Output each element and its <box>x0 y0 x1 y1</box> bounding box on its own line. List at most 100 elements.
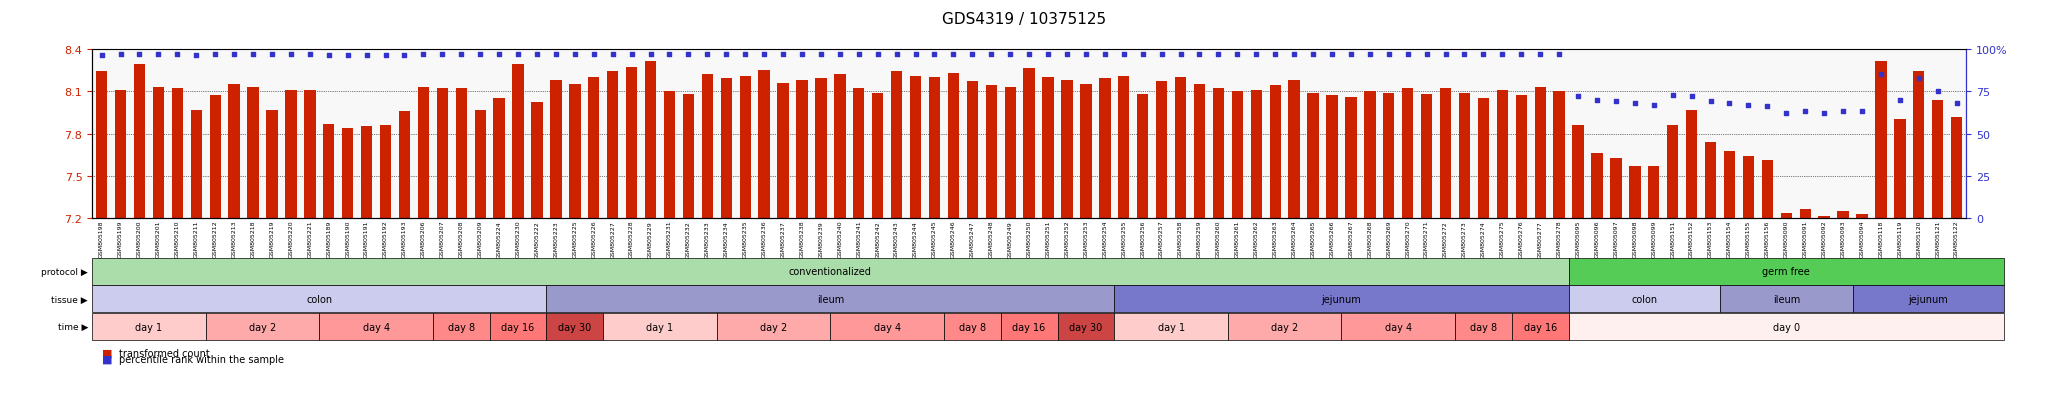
Point <box>729 51 762 58</box>
Bar <box>1212 89 1225 219</box>
Point <box>1939 100 1972 107</box>
Point <box>1354 51 1386 58</box>
Bar <box>1364 92 1376 219</box>
Point <box>199 51 231 58</box>
Bar <box>1743 157 1753 219</box>
Point <box>389 53 422 59</box>
Point <box>805 51 838 58</box>
Point <box>1069 51 1102 58</box>
Bar <box>399 112 410 219</box>
Bar <box>891 72 903 219</box>
Point <box>1315 51 1348 58</box>
Bar <box>645 62 655 219</box>
Point <box>1712 100 1745 107</box>
Point <box>1542 51 1575 58</box>
Bar <box>342 128 354 219</box>
Point <box>1411 51 1444 58</box>
Text: day 16: day 16 <box>1524 322 1556 332</box>
Point <box>1051 51 1083 58</box>
Bar <box>664 92 676 219</box>
Bar <box>1628 167 1640 219</box>
Bar <box>1837 212 1849 219</box>
Bar <box>569 85 580 219</box>
Bar <box>758 71 770 219</box>
Point <box>1202 51 1235 58</box>
Bar <box>1800 209 1810 219</box>
Bar <box>1137 95 1149 219</box>
Point <box>1788 109 1821 116</box>
Point <box>1487 51 1520 58</box>
Bar <box>1780 213 1792 219</box>
Text: day 2: day 2 <box>760 322 786 332</box>
Point <box>614 51 647 58</box>
Point <box>938 51 971 58</box>
Bar <box>229 85 240 219</box>
Text: day 0: day 0 <box>1774 322 1800 332</box>
Point <box>238 51 270 58</box>
Point <box>1563 94 1595 100</box>
Point <box>86 53 119 59</box>
Bar <box>1176 78 1186 219</box>
Text: day 30: day 30 <box>1069 322 1102 332</box>
Bar <box>854 89 864 219</box>
Bar <box>627 68 637 219</box>
Point <box>1278 51 1311 58</box>
Bar <box>1724 151 1735 219</box>
Point <box>635 51 668 58</box>
Point <box>104 51 137 58</box>
Point <box>1391 51 1423 58</box>
Point <box>369 53 401 59</box>
Point <box>123 51 156 58</box>
Point <box>956 51 989 58</box>
Text: germ free: germ free <box>1763 266 1810 277</box>
Point <box>350 53 383 59</box>
Point <box>899 51 932 58</box>
Bar <box>1079 85 1092 219</box>
Bar <box>1761 161 1774 219</box>
Bar <box>1024 69 1034 219</box>
Point <box>332 53 365 59</box>
Point <box>559 51 592 58</box>
Bar <box>360 127 373 219</box>
Bar <box>606 72 618 219</box>
Bar <box>494 99 504 219</box>
Text: GDS4319 / 10375125: GDS4319 / 10375125 <box>942 12 1106 27</box>
Point <box>1808 111 1841 117</box>
Text: ■: ■ <box>102 354 113 364</box>
Bar <box>1118 76 1128 219</box>
Bar <box>834 75 846 219</box>
Point <box>313 53 346 59</box>
Point <box>444 51 477 58</box>
Bar <box>1591 154 1604 219</box>
Bar <box>1231 92 1243 219</box>
Point <box>1599 99 1632 105</box>
Point <box>1260 51 1292 58</box>
Bar <box>1686 110 1698 219</box>
Point <box>1581 97 1614 104</box>
Bar <box>909 76 922 219</box>
Bar <box>739 76 752 219</box>
Point <box>483 51 516 58</box>
Point <box>1618 100 1651 107</box>
Text: day 1: day 1 <box>647 322 674 332</box>
Text: jejunum: jejunum <box>1321 294 1362 304</box>
Bar <box>324 124 334 219</box>
Point <box>1864 72 1896 78</box>
Bar <box>1913 72 1925 219</box>
Point <box>766 51 799 58</box>
Bar <box>1270 86 1280 219</box>
Point <box>918 51 950 58</box>
Bar <box>797 81 807 219</box>
Bar <box>967 82 979 219</box>
Point <box>1675 94 1708 100</box>
Bar <box>1649 167 1659 219</box>
Text: day 4: day 4 <box>362 322 389 332</box>
Bar <box>154 88 164 219</box>
Bar <box>1042 78 1055 219</box>
Text: day 1: day 1 <box>135 322 162 332</box>
Point <box>1239 51 1272 58</box>
Point <box>1430 51 1462 58</box>
Bar <box>1327 96 1337 219</box>
Bar <box>1382 93 1395 219</box>
Point <box>162 51 195 58</box>
